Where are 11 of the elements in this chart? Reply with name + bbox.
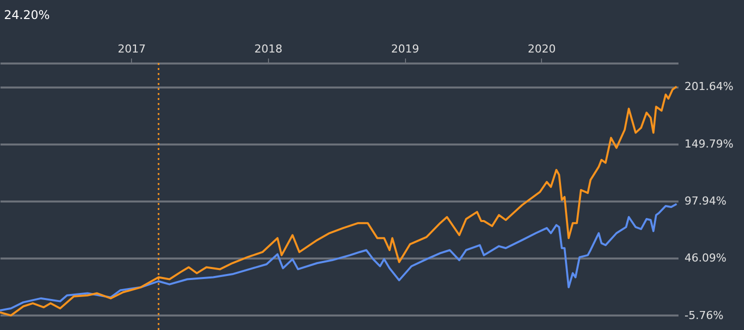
x-tick-label: 2019 xyxy=(391,42,420,56)
y-tick-label: 46.09% xyxy=(684,252,726,265)
x-tick-label: 2018 xyxy=(254,42,282,56)
y-tick-label: -5.76% xyxy=(684,308,724,322)
y-tick-label: 149.79% xyxy=(684,137,734,150)
y-tick-label: 97.94% xyxy=(684,194,726,208)
x-tick-label: 2020 xyxy=(528,42,556,56)
y-tick-label: 201.64% xyxy=(684,80,734,94)
line-series xyxy=(0,203,678,312)
x-tick-label: 2017 xyxy=(118,42,146,56)
text: 24.20% xyxy=(4,8,50,22)
